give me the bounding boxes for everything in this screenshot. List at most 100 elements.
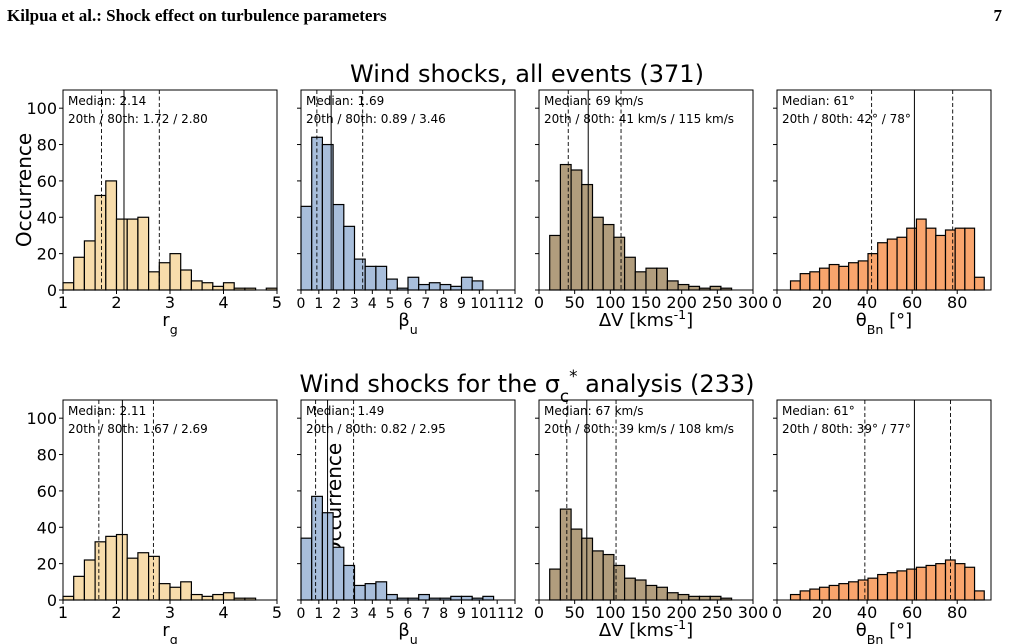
- histogram-bar: [886, 572, 898, 601]
- x-tick-label: 4: [218, 603, 228, 622]
- x-tick-label: 2: [111, 603, 121, 622]
- histogram-bar: [105, 180, 118, 291]
- histogram-bar: [300, 537, 313, 601]
- x-tick-label: 5: [272, 293, 282, 312]
- histogram-bar: [386, 593, 398, 601]
- stats-text: Median: 67 km/s: [544, 404, 644, 418]
- y-tick-label: 100: [26, 99, 57, 118]
- histogram-bar: [857, 579, 869, 601]
- histogram-bar: [973, 590, 985, 601]
- y-tick-label: 60: [37, 482, 57, 501]
- axes-frame: [776, 399, 992, 601]
- histogram-bar: [137, 216, 150, 291]
- histogram-bar: [867, 577, 879, 601]
- x-tick-label: 3: [350, 296, 359, 312]
- stats-text: 20th / 80th: 1.72 / 2.80: [68, 112, 208, 126]
- x-tick-label: 8: [439, 296, 448, 312]
- histogram-bar: [634, 579, 647, 601]
- x-tick-label: 100: [595, 603, 626, 622]
- histogram-bar: [343, 564, 356, 601]
- histogram-bar: [809, 588, 821, 601]
- histogram-bar: [343, 225, 356, 291]
- panel-top-dv: 0 50 100 150 200 250 300 Median: 69 km/s 20th / …: [534, 89, 769, 312]
- x-tick-label: 10: [470, 296, 488, 312]
- histogram-bar: [169, 253, 182, 291]
- histogram-bar: [828, 584, 840, 601]
- histogram-bar: [896, 570, 908, 601]
- x-tick-label: 0: [772, 293, 782, 312]
- histogram-bar: [148, 555, 160, 601]
- x-tick-label: 80: [947, 603, 967, 622]
- histogram-bar: [656, 267, 669, 291]
- histogram-bar: [212, 593, 225, 601]
- histogram-bar: [645, 267, 658, 291]
- histogram-bar: [954, 227, 966, 291]
- histogram-bar: [935, 234, 947, 291]
- histogram-bar: [549, 234, 562, 291]
- histogram-bar: [867, 253, 879, 291]
- histogram-bar: [311, 495, 324, 601]
- histogram-bar: [789, 280, 801, 291]
- histogram-bar: [222, 282, 235, 291]
- x-tick-label: 11: [488, 296, 506, 312]
- y-axis-label: Occurrence: [12, 133, 36, 247]
- histogram-bar: [94, 541, 107, 601]
- histogram-bar: [126, 218, 139, 291]
- histogram-bar: [709, 285, 722, 291]
- axes-frame: [776, 89, 992, 291]
- stats-text: 20th / 80th: 0.82 / 2.95: [306, 422, 446, 436]
- stats-text: 20th / 80th: 42° / 78°: [782, 112, 911, 126]
- x-tick-label: 12: [506, 296, 524, 312]
- x-tick-label: 20: [812, 293, 832, 312]
- histogram-bar: [105, 535, 118, 601]
- stats-text: 20th / 80th: 39 km/s / 108 km/s: [544, 422, 734, 436]
- y-tick-label: 60: [37, 172, 57, 191]
- panel-top-rg: 0 20 40 60 80 100 1 2 3 4 5 Median: 2.14 20th / 80th…: [26, 89, 282, 312]
- histogram-bar: [332, 203, 345, 291]
- histogram-bar: [126, 557, 139, 601]
- histogram-bar: [954, 563, 966, 601]
- x-tick-label: 0: [534, 603, 544, 622]
- x-tick-label: 40: [857, 603, 877, 622]
- x-axis-label: ΔV [kms-1]: [599, 307, 693, 332]
- x-tick-label: 60: [902, 603, 922, 622]
- x-tick-label: 2: [332, 296, 341, 312]
- x-tick-label: 80: [947, 293, 967, 312]
- histogram-bar: [375, 581, 388, 601]
- histogram-bar: [602, 223, 615, 291]
- histogram-bar: [83, 559, 96, 601]
- x-tick-label: 0: [772, 603, 782, 622]
- x-tick-label: 50: [564, 603, 584, 622]
- x-tick-label: 10: [470, 606, 488, 622]
- histogram-bar: [944, 229, 956, 291]
- running-head: Kilpua et al.: Shock effect on turbulenc…: [7, 6, 387, 25]
- stats-text: 20th / 80th: 0.89 / 3.46: [306, 112, 446, 126]
- x-axis-label: rg: [162, 310, 177, 337]
- histogram-bar: [570, 169, 583, 291]
- histogram-bar: [809, 271, 821, 291]
- x-tick-label: 0: [297, 296, 306, 312]
- histogram-bar: [148, 271, 160, 291]
- x-tick-label: 100: [595, 293, 626, 312]
- stats-text: 20th / 80th: 39° / 77°: [782, 422, 911, 436]
- y-tick-label: 20: [37, 555, 57, 574]
- x-tick-label: 300: [738, 293, 769, 312]
- y-tick-label: 80: [37, 136, 57, 155]
- histogram-bar: [857, 260, 869, 291]
- histogram-bar: [677, 283, 690, 291]
- histogram-bar: [386, 278, 398, 291]
- x-tick-label: 4: [368, 606, 377, 622]
- y-tick-label: 100: [26, 409, 57, 428]
- x-tick-label: 40: [857, 293, 877, 312]
- histogram-bar: [818, 267, 830, 291]
- histogram-bar: [418, 593, 431, 601]
- x-tick-label: 0: [534, 293, 544, 312]
- x-tick-label: 6: [404, 296, 413, 312]
- histogram-bar: [838, 583, 850, 601]
- histogram-bar: [201, 595, 214, 601]
- histogram-bar: [915, 218, 927, 291]
- x-tick-label: 9: [457, 606, 466, 622]
- histogram-bar: [906, 227, 918, 291]
